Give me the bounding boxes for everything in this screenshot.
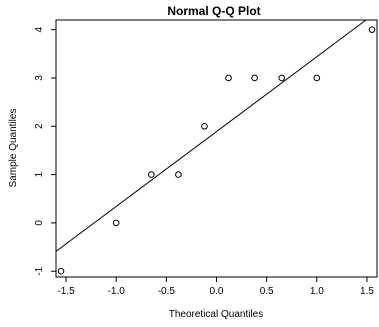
y-tick-label: 4 [34, 26, 45, 32]
data-point [368, 26, 376, 33]
data-point [175, 171, 182, 178]
data-point [225, 74, 232, 82]
x-tick-label: 0.0 [210, 286, 224, 297]
y-tick-label: 2 [34, 123, 45, 129]
x-tick-label: -1.0 [108, 286, 126, 297]
x-tick-label: 0.5 [260, 286, 274, 297]
y-tick-label: 1 [34, 171, 45, 177]
x-axis: -1.5 -1.0 -0.5 0.0 0.5 1.0 1.5 [57, 277, 374, 297]
data-point [251, 74, 258, 82]
data-point [112, 219, 120, 227]
y-axis-label: Sample Quantiles [8, 109, 19, 188]
y-tick-label: 3 [34, 75, 45, 81]
x-tick-label: 1.0 [310, 286, 324, 297]
data-point [201, 122, 208, 130]
points-layer [57, 26, 376, 275]
data-point [278, 74, 286, 82]
y-axis: -1 0 1 2 3 4 [34, 26, 56, 276]
data-point [147, 171, 155, 178]
data-point [57, 267, 65, 275]
x-tick-label: -1.5 [57, 286, 75, 297]
data-point [313, 74, 321, 82]
chart-title: Normal Q-Q Plot [167, 4, 260, 18]
x-axis-label: Theoretical Quantiles [169, 309, 264, 320]
y-tick-label: 0 [34, 220, 45, 226]
qq-reference-line [55, 19, 367, 252]
plot-frame [55, 19, 378, 278]
x-tick-label: 1.5 [360, 286, 374, 297]
x-tick-label: -0.5 [158, 286, 176, 297]
reference-line-layer [55, 19, 367, 252]
y-tick-label: -1 [34, 266, 45, 275]
